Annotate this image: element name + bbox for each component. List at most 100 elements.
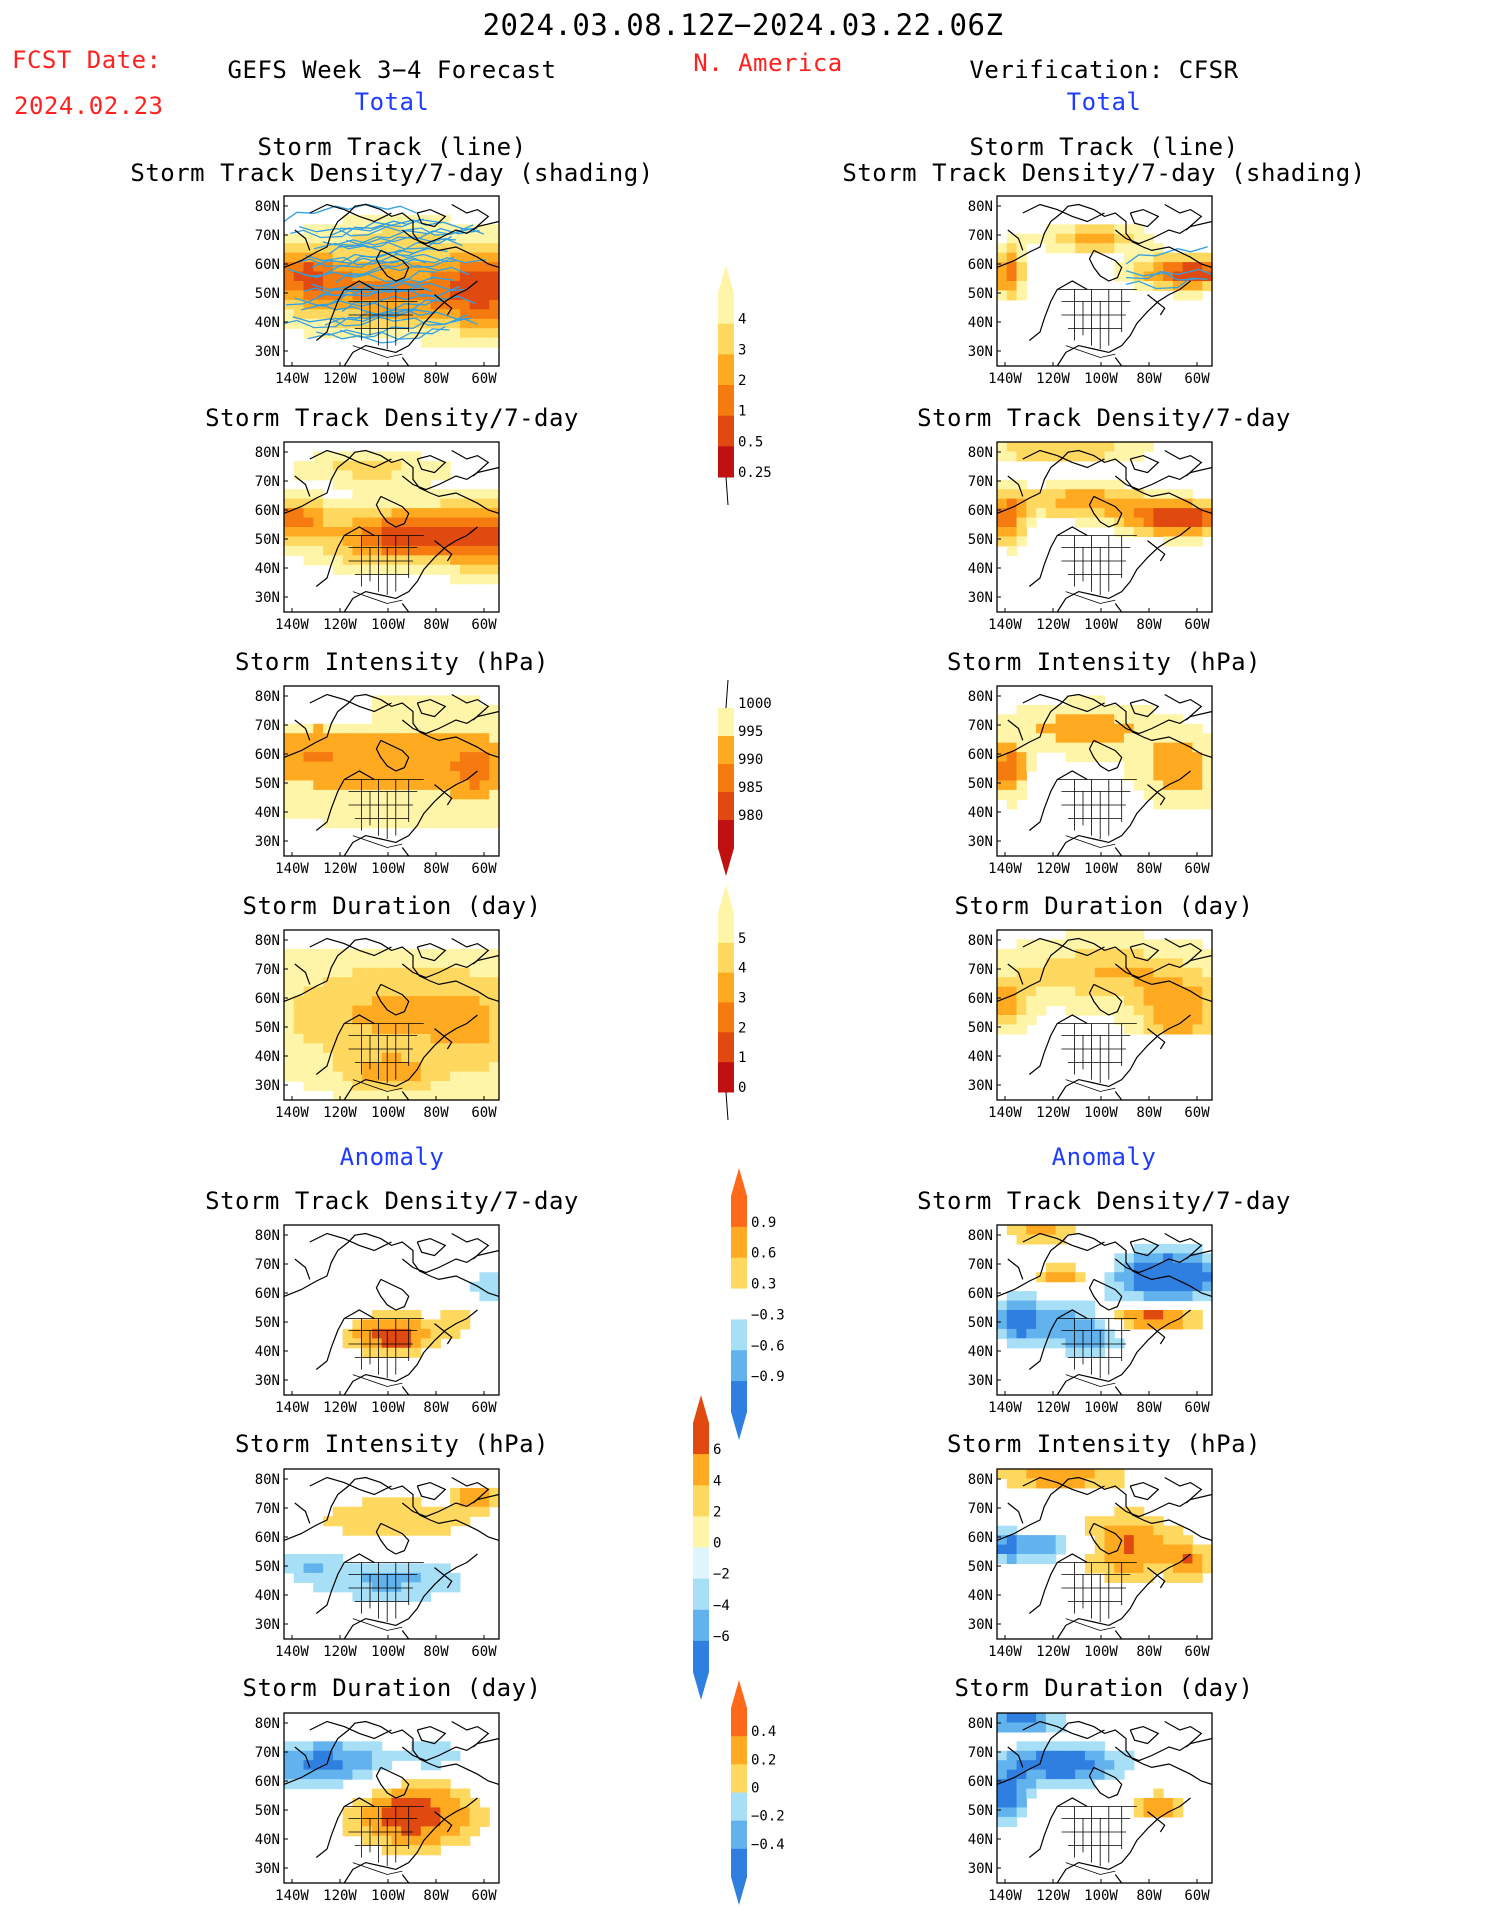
shading-cell bbox=[391, 1750, 402, 1761]
shading-cell bbox=[411, 733, 422, 744]
shading-cell bbox=[450, 1052, 461, 1063]
shading-cell bbox=[1016, 1291, 1027, 1302]
shading-cell bbox=[1055, 1469, 1067, 1480]
shading-cell bbox=[1065, 939, 1076, 950]
shading-cell bbox=[401, 1807, 412, 1818]
shading-cell bbox=[313, 761, 324, 772]
shading-cell bbox=[1084, 967, 1096, 978]
shading-cell bbox=[362, 224, 373, 235]
shading-cell bbox=[1163, 1535, 1174, 1546]
colorbar-segment bbox=[718, 820, 734, 849]
shading-cell bbox=[332, 967, 344, 978]
shading-cell bbox=[1075, 1338, 1086, 1349]
shading-cell bbox=[1143, 789, 1154, 800]
shading-cell bbox=[489, 1272, 500, 1283]
shading-cell bbox=[371, 1033, 383, 1044]
coastline bbox=[1056, 770, 1191, 857]
shading-cell bbox=[293, 536, 305, 547]
shading-cell bbox=[459, 1071, 471, 1082]
shading-cell bbox=[420, 967, 432, 978]
shading-cell bbox=[1182, 290, 1194, 301]
shading-cell bbox=[284, 489, 295, 500]
shading-cell bbox=[1182, 780, 1194, 791]
shading-cell bbox=[362, 761, 373, 772]
shading-cell bbox=[1124, 442, 1135, 453]
shading-cell bbox=[1202, 986, 1213, 997]
shading-cell bbox=[489, 771, 500, 782]
shading-cell bbox=[362, 1826, 373, 1837]
lat-tick-label: 70N bbox=[968, 228, 993, 244]
shading-cell bbox=[479, 290, 490, 301]
shading-cell bbox=[411, 564, 422, 575]
shading-cell bbox=[332, 564, 344, 575]
shading-cell bbox=[1006, 714, 1018, 725]
colorbar-segment bbox=[731, 1792, 747, 1822]
shading-cell bbox=[459, 1310, 471, 1321]
shading-cell bbox=[293, 996, 305, 1007]
shading-cell bbox=[352, 318, 363, 329]
shading-cell bbox=[1084, 723, 1096, 734]
shading-cell bbox=[1094, 723, 1106, 734]
shading-cell bbox=[1192, 799, 1203, 810]
shading-cell bbox=[401, 967, 412, 978]
shading-cell bbox=[1006, 789, 1018, 800]
shading-cell bbox=[430, 695, 441, 706]
lon-tick-label: 140W bbox=[988, 371, 1022, 387]
shading-cell bbox=[1026, 489, 1037, 500]
coastline bbox=[1129, 208, 1160, 228]
shading-cell bbox=[391, 1798, 402, 1809]
shading-cell bbox=[1036, 967, 1047, 978]
shading-cell bbox=[1153, 996, 1164, 1007]
shading-cell bbox=[1006, 536, 1018, 547]
colorbar-segment bbox=[718, 1032, 734, 1063]
shading-cell bbox=[1016, 527, 1027, 538]
shading-cell bbox=[371, 1750, 383, 1761]
coastline bbox=[1129, 942, 1160, 962]
shading-cell bbox=[459, 318, 471, 329]
shading-cell bbox=[1026, 1722, 1037, 1733]
shading-cell bbox=[323, 996, 334, 1007]
shading-cell bbox=[479, 498, 490, 509]
shading-cell bbox=[1182, 281, 1194, 292]
shading-cell bbox=[1036, 1544, 1047, 1555]
shading-cell bbox=[1084, 1760, 1096, 1771]
lat-tick-label: 50N bbox=[255, 286, 280, 302]
shading-cell bbox=[479, 1052, 490, 1063]
shading-cell bbox=[1036, 1234, 1047, 1245]
storm-track-line bbox=[339, 318, 478, 339]
shading-cell bbox=[352, 517, 363, 528]
shading-cell bbox=[1192, 290, 1203, 301]
shading-cell bbox=[450, 555, 461, 566]
shading-cell bbox=[1016, 1798, 1027, 1809]
colorbar-segment bbox=[718, 942, 734, 974]
fcst-date-label: FCST Date: bbox=[12, 46, 162, 74]
shading-cell bbox=[362, 1328, 373, 1339]
shading-cell bbox=[391, 1310, 402, 1321]
lon-tick-label: 140W bbox=[275, 1888, 309, 1904]
shading-cell bbox=[323, 262, 334, 273]
shading-cell bbox=[420, 1052, 432, 1063]
shading-cell bbox=[411, 1081, 422, 1092]
shading-cell bbox=[1133, 742, 1145, 753]
storm-track-line bbox=[344, 256, 487, 277]
shading-cell bbox=[469, 996, 481, 1007]
shading-cell bbox=[1045, 451, 1057, 462]
shading-cell bbox=[459, 704, 471, 715]
shading-cell bbox=[1036, 1741, 1047, 1752]
shading-cell bbox=[1163, 281, 1174, 292]
shading-cell bbox=[303, 1750, 314, 1761]
shading-cell bbox=[1075, 442, 1086, 453]
shading-cell bbox=[489, 271, 500, 282]
shading-cell bbox=[313, 799, 324, 810]
shading-cell bbox=[1084, 958, 1096, 969]
shading-cell bbox=[1094, 695, 1106, 706]
colorbar-segment bbox=[718, 764, 734, 793]
shading-cell bbox=[352, 1071, 363, 1082]
shading-cell bbox=[450, 1071, 461, 1082]
lon-tick-label: 100W bbox=[371, 861, 405, 877]
shading-cell bbox=[1143, 714, 1154, 725]
shading-cell bbox=[1006, 262, 1018, 273]
shading-cell bbox=[362, 977, 373, 988]
shading-cell bbox=[1065, 1347, 1076, 1358]
